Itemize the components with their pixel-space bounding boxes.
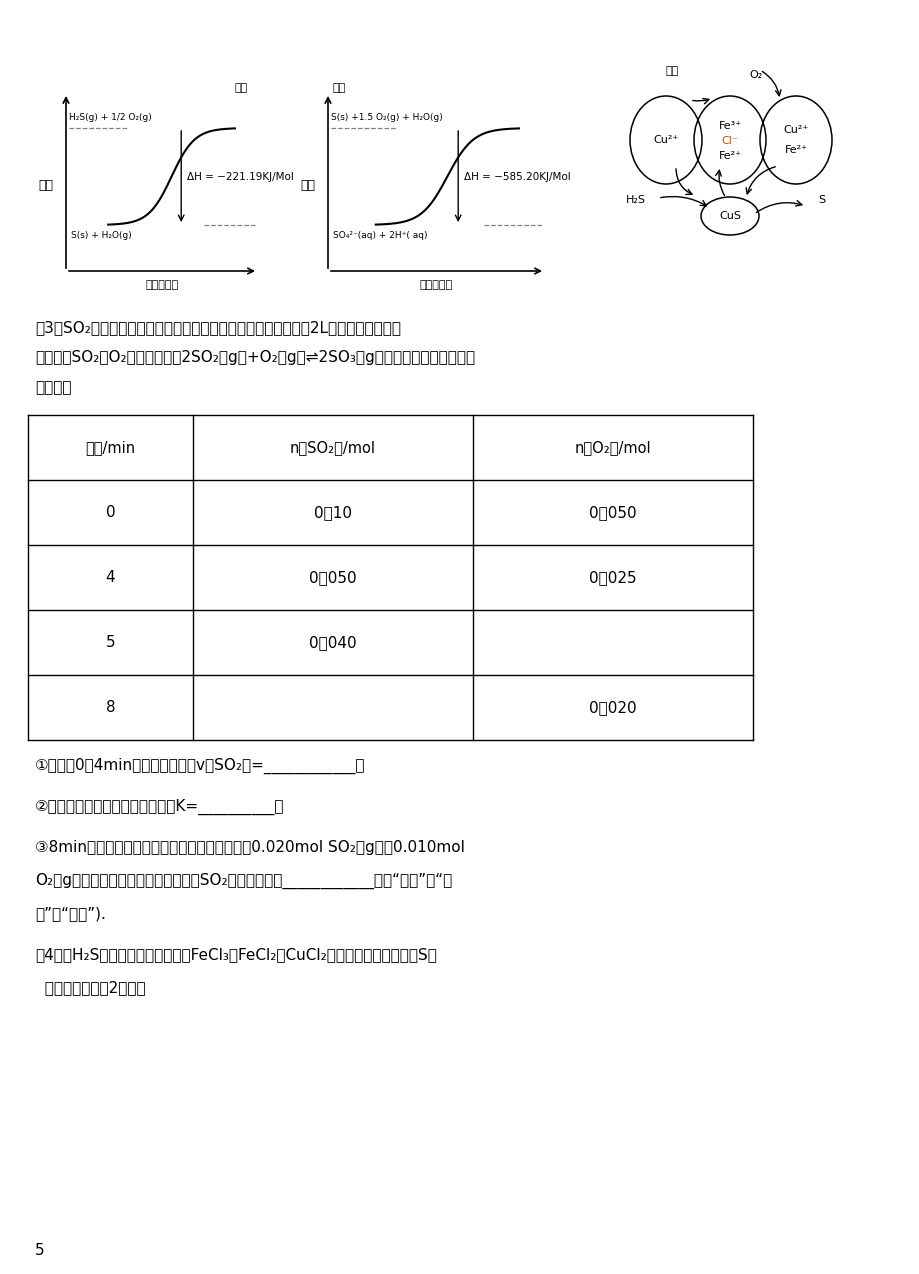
Text: S(s) + H₂O(g): S(s) + H₂O(g) (71, 231, 131, 240)
Text: 8: 8 (106, 699, 115, 715)
Text: 图一: 图一 (333, 83, 346, 93)
Text: 第二步反应: 第二步反应 (419, 280, 452, 290)
Text: ΔH = −585.20KJ/Mol: ΔH = −585.20KJ/Mol (464, 172, 571, 181)
Text: 其物质转化如图2所示：: 其物质转化如图2所示： (35, 980, 145, 995)
Text: 能量: 能量 (301, 180, 315, 192)
Text: 一定量的SO₂和O₂，发生反应：2SO₂（g）+O₂（g）⇌2SO₃（g），过程中测定的部分数: 一定量的SO₂和O₂，发生反应：2SO₂（g）+O₂（g）⇌2SO₃（g），过程… (35, 350, 474, 364)
Text: 0．050: 0．050 (309, 569, 357, 585)
Text: Cl⁻: Cl⁻ (720, 136, 738, 147)
Text: ②此温度下该反应的化学平衡常数K=__________，: ②此温度下该反应的化学平衡常数K=__________， (35, 799, 284, 815)
Text: ①反应在0～4min内的平均速率为v（SO₂）=____________；: ①反应在0～4min内的平均速率为v（SO₂）=____________； (35, 758, 365, 775)
Text: 5: 5 (106, 634, 115, 650)
Text: Fe²⁺: Fe²⁺ (718, 152, 741, 161)
Text: 0．020: 0．020 (588, 699, 636, 715)
Text: Cu²⁺: Cu²⁺ (782, 125, 808, 135)
Text: Cu²⁺: Cu²⁺ (652, 135, 678, 145)
Text: H₂S: H₂S (625, 195, 645, 205)
Text: 0．050: 0．050 (588, 505, 636, 520)
Text: 0．040: 0．040 (309, 634, 357, 650)
Text: ΔH = −221.19KJ/Mol: ΔH = −221.19KJ/Mol (187, 172, 294, 181)
Text: 图二: 图二 (665, 66, 678, 76)
Text: （3）SO₂是工业制硫酸的原料气体之一，一定温度下，向容积为2L的密闭容器中充入: （3）SO₂是工业制硫酸的原料气体之一，一定温度下，向容积为2L的密闭容器中充入 (35, 320, 401, 335)
Text: CuS: CuS (719, 211, 740, 220)
Text: 0．025: 0．025 (588, 569, 636, 585)
Text: 0．10: 0．10 (313, 505, 352, 520)
Text: Fe³⁺: Fe³⁺ (718, 121, 741, 131)
Text: S(s) +1.5 O₂(g) + H₂O(g): S(s) +1.5 O₂(g) + H₂O(g) (331, 113, 442, 122)
Text: Fe²⁺: Fe²⁺ (784, 145, 807, 155)
Text: 能量: 能量 (39, 180, 53, 192)
Text: 第一步反应: 第一步反应 (145, 280, 178, 290)
Text: O₂（g），重新达到平衡时混合气体中SO₂的百分含量将____________（填“减小”，“增: O₂（g），重新达到平衡时混合气体中SO₂的百分含量将____________（… (35, 873, 452, 889)
Text: 据见表：: 据见表： (35, 380, 72, 395)
Text: 4: 4 (106, 569, 115, 585)
Text: 0: 0 (106, 505, 115, 520)
Text: SO₄²⁻(aq) + 2H⁺( aq): SO₄²⁻(aq) + 2H⁺( aq) (333, 231, 427, 240)
Text: 大”或“不变”).: 大”或“不变”). (35, 906, 106, 921)
Text: ③8min时，维持温度不变，往反应容器中再通入0.020mol SO₂（g），0.010mol: ③8min时，维持温度不变，往反应容器中再通入0.020mol SO₂（g），0… (35, 840, 464, 855)
Text: O₂: O₂ (749, 70, 762, 80)
Text: 图一: 图一 (234, 83, 248, 93)
Text: n（O₂）/mol: n（O₂）/mol (574, 440, 651, 455)
Text: H₂S(g) + 1/2 O₂(g): H₂S(g) + 1/2 O₂(g) (69, 113, 152, 122)
Text: S: S (817, 195, 824, 205)
Text: 时间/min: 时间/min (85, 440, 135, 455)
Text: n（SO₂）/mol: n（SO₂）/mol (289, 440, 376, 455)
Text: （4）将H₂S和空气的混合气体通入FeCl₃、FeCl₂、CuCl₂的混合溶液中反应回收S，: （4）将H₂S和空气的混合气体通入FeCl₃、FeCl₂、CuCl₂的混合溶液中… (35, 947, 437, 962)
Text: 5: 5 (35, 1243, 45, 1257)
